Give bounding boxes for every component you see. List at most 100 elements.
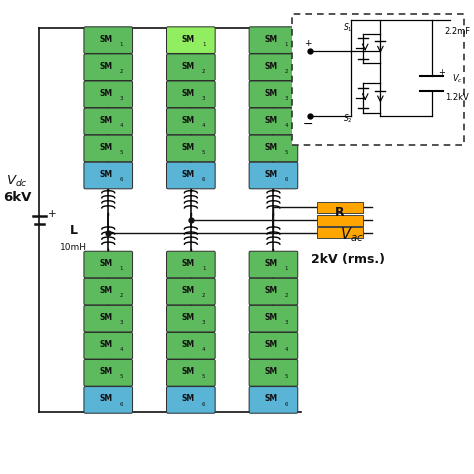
Text: 1: 1 bbox=[202, 42, 205, 47]
Text: SM: SM bbox=[182, 286, 195, 295]
Bar bbox=[317, 228, 363, 238]
Text: 1: 1 bbox=[202, 266, 205, 271]
Text: SM: SM bbox=[264, 35, 278, 44]
FancyBboxPatch shape bbox=[84, 135, 133, 162]
FancyBboxPatch shape bbox=[84, 332, 133, 359]
Text: SM: SM bbox=[100, 143, 112, 152]
Text: SM: SM bbox=[182, 62, 195, 71]
FancyBboxPatch shape bbox=[166, 387, 215, 413]
Text: 2.2mF: 2.2mF bbox=[444, 27, 470, 36]
Text: 1.2kV: 1.2kV bbox=[445, 93, 469, 102]
FancyBboxPatch shape bbox=[84, 359, 133, 386]
FancyBboxPatch shape bbox=[249, 359, 298, 386]
Text: SM: SM bbox=[264, 62, 278, 71]
FancyBboxPatch shape bbox=[166, 332, 215, 359]
Text: 6: 6 bbox=[284, 401, 288, 407]
FancyBboxPatch shape bbox=[249, 27, 298, 54]
Text: 5: 5 bbox=[284, 374, 288, 380]
Text: 4: 4 bbox=[202, 123, 205, 128]
Text: SM: SM bbox=[182, 394, 195, 403]
Text: 5: 5 bbox=[202, 150, 205, 155]
Text: $V_c$: $V_c$ bbox=[452, 73, 463, 85]
Text: 1: 1 bbox=[284, 42, 288, 47]
FancyBboxPatch shape bbox=[84, 305, 133, 332]
Text: 2: 2 bbox=[284, 293, 288, 298]
Text: 4: 4 bbox=[284, 347, 288, 352]
FancyBboxPatch shape bbox=[166, 108, 215, 135]
Text: 2: 2 bbox=[202, 69, 205, 74]
Text: 5: 5 bbox=[119, 150, 123, 155]
Text: 3: 3 bbox=[284, 320, 288, 325]
Text: SM: SM bbox=[182, 116, 195, 125]
FancyBboxPatch shape bbox=[166, 278, 215, 305]
FancyBboxPatch shape bbox=[84, 278, 133, 305]
Text: SM: SM bbox=[182, 340, 195, 349]
Text: SM: SM bbox=[264, 313, 278, 322]
Text: 3: 3 bbox=[202, 96, 205, 101]
Text: SM: SM bbox=[264, 116, 278, 125]
Text: 6kV: 6kV bbox=[3, 191, 32, 204]
Text: +: + bbox=[304, 39, 311, 48]
Text: SM: SM bbox=[264, 340, 278, 349]
Text: SM: SM bbox=[100, 394, 112, 403]
Text: SM: SM bbox=[100, 340, 112, 349]
Text: 2: 2 bbox=[284, 69, 288, 74]
Text: R: R bbox=[335, 206, 345, 219]
Text: SM: SM bbox=[100, 286, 112, 295]
Text: 2kV (rms.): 2kV (rms.) bbox=[311, 254, 385, 266]
FancyBboxPatch shape bbox=[249, 387, 298, 413]
Text: SM: SM bbox=[182, 367, 195, 376]
Text: SM: SM bbox=[182, 143, 195, 152]
Text: +: + bbox=[438, 68, 445, 77]
Text: $V_{ac}$: $V_{ac}$ bbox=[339, 225, 364, 244]
FancyBboxPatch shape bbox=[84, 387, 133, 413]
Text: SM: SM bbox=[182, 89, 195, 98]
FancyBboxPatch shape bbox=[166, 81, 215, 108]
Text: 1: 1 bbox=[119, 266, 123, 271]
Bar bbox=[317, 201, 363, 213]
Text: SM: SM bbox=[264, 143, 278, 152]
FancyBboxPatch shape bbox=[292, 14, 464, 145]
Text: 4: 4 bbox=[119, 123, 123, 128]
Text: 5: 5 bbox=[119, 374, 123, 380]
Text: +: + bbox=[48, 209, 56, 219]
Text: 3: 3 bbox=[202, 320, 205, 325]
FancyBboxPatch shape bbox=[84, 54, 133, 81]
FancyBboxPatch shape bbox=[166, 251, 215, 278]
Text: 3: 3 bbox=[119, 320, 123, 325]
Text: 10mH: 10mH bbox=[60, 243, 87, 252]
FancyBboxPatch shape bbox=[166, 54, 215, 81]
Text: SM: SM bbox=[182, 259, 195, 268]
FancyBboxPatch shape bbox=[249, 54, 298, 81]
Text: SM: SM bbox=[100, 367, 112, 376]
Text: −: − bbox=[302, 118, 313, 131]
FancyBboxPatch shape bbox=[84, 251, 133, 278]
Text: 6: 6 bbox=[284, 177, 288, 182]
Text: SM: SM bbox=[264, 286, 278, 295]
FancyBboxPatch shape bbox=[166, 135, 215, 162]
FancyBboxPatch shape bbox=[84, 81, 133, 108]
Text: 3: 3 bbox=[284, 96, 288, 101]
Text: SM: SM bbox=[264, 367, 278, 376]
Text: SM: SM bbox=[264, 394, 278, 403]
Bar bbox=[317, 215, 363, 226]
Text: $S_2$: $S_2$ bbox=[343, 112, 353, 125]
Text: SM: SM bbox=[100, 62, 112, 71]
Text: SM: SM bbox=[100, 170, 112, 179]
Text: 2: 2 bbox=[202, 293, 205, 298]
Text: 1: 1 bbox=[119, 42, 123, 47]
Text: 1: 1 bbox=[284, 266, 288, 271]
FancyBboxPatch shape bbox=[84, 27, 133, 54]
FancyBboxPatch shape bbox=[84, 108, 133, 135]
Text: SM: SM bbox=[182, 313, 195, 322]
FancyBboxPatch shape bbox=[249, 81, 298, 108]
Text: 4: 4 bbox=[119, 347, 123, 352]
Text: SM: SM bbox=[100, 35, 112, 44]
Text: 2: 2 bbox=[119, 293, 123, 298]
Text: L: L bbox=[70, 224, 78, 237]
Text: SM: SM bbox=[100, 89, 112, 98]
Text: SM: SM bbox=[264, 89, 278, 98]
Text: 4: 4 bbox=[202, 347, 205, 352]
Text: 6: 6 bbox=[202, 177, 205, 182]
FancyBboxPatch shape bbox=[249, 108, 298, 135]
